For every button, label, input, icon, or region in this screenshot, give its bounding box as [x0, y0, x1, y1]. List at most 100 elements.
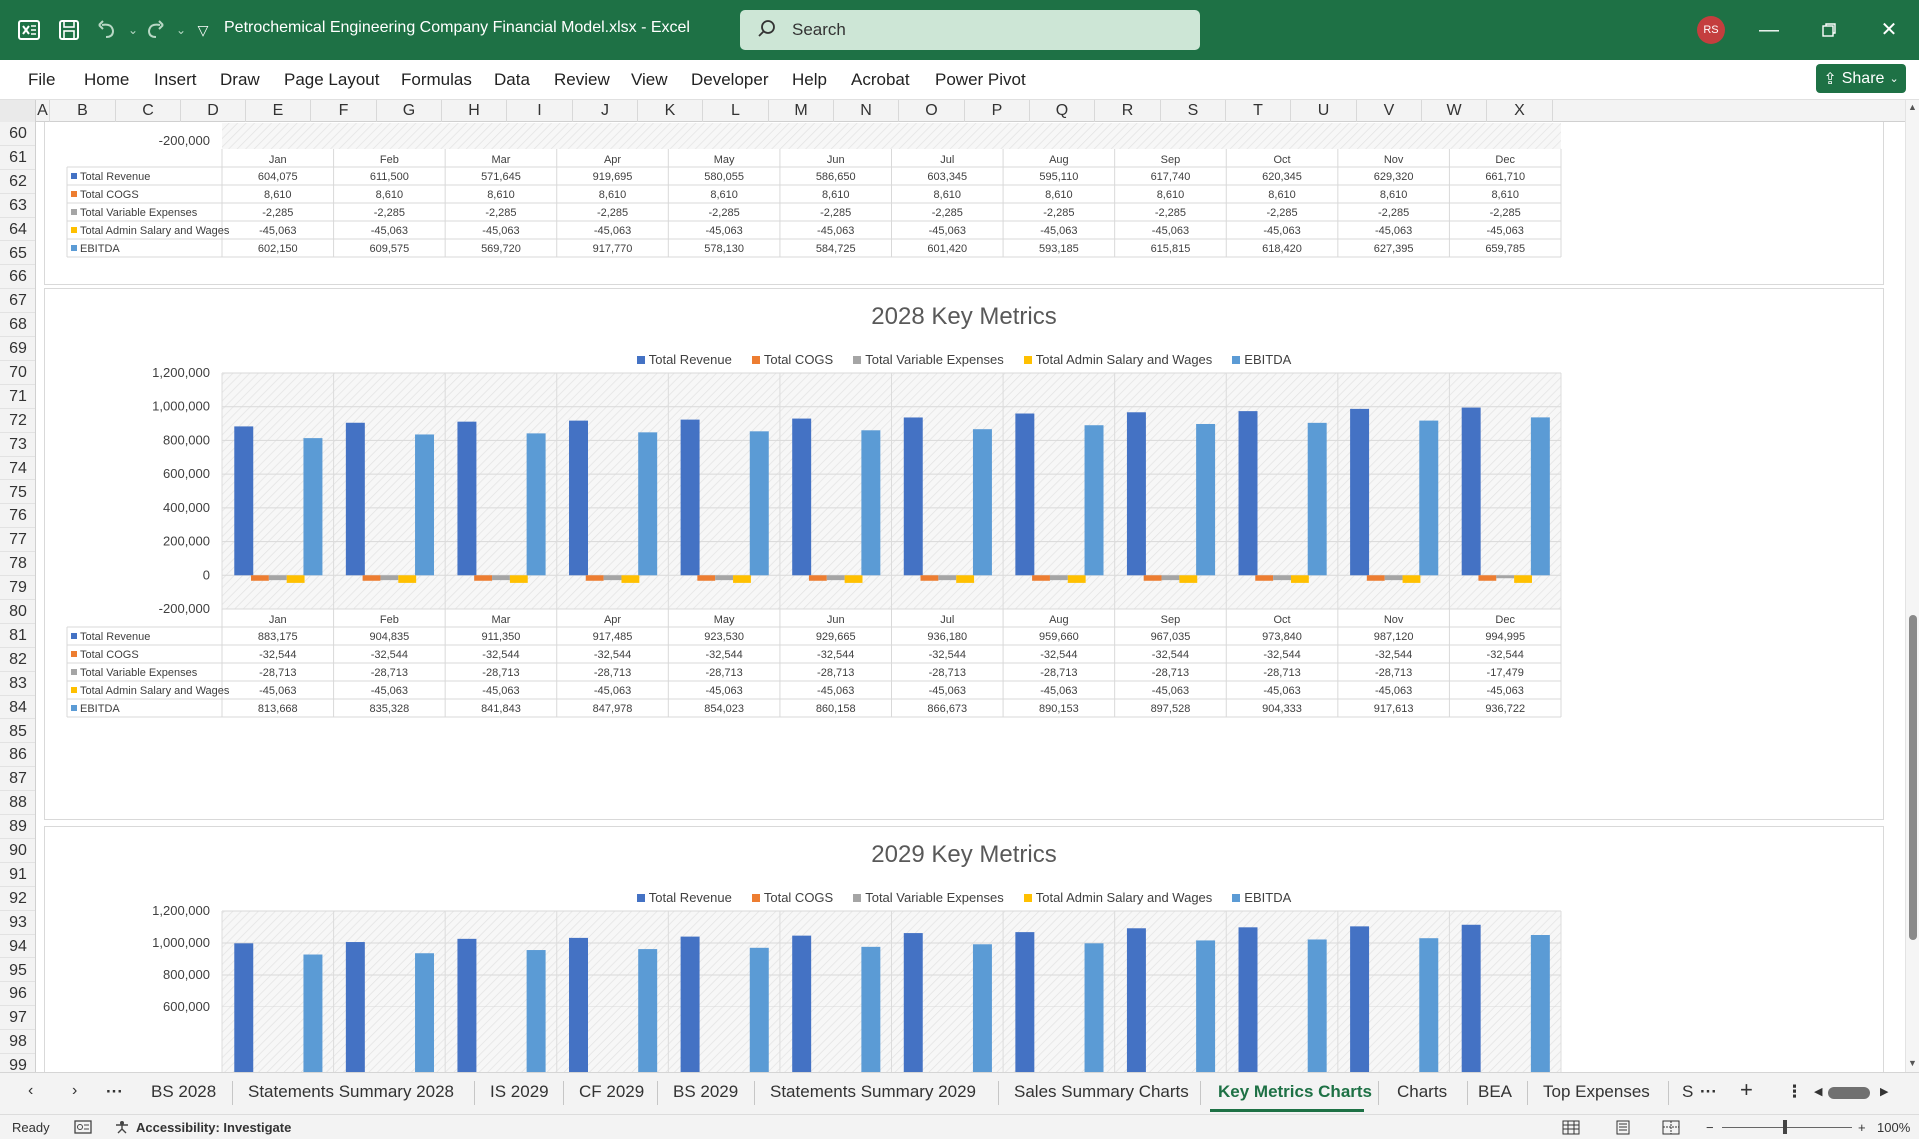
row-header-69[interactable]: 69 — [0, 337, 35, 361]
row-header-80[interactable]: 80 — [0, 600, 35, 624]
vertical-scrollbar[interactable]: ▲ ▼ — [1905, 100, 1919, 1072]
column-header-o[interactable]: O — [899, 100, 965, 122]
accessibility-status[interactable]: Accessibility: Investigate — [136, 1120, 292, 1135]
column-header-r[interactable]: R — [1095, 100, 1161, 122]
column-header-p[interactable]: P — [965, 100, 1030, 122]
row-header-65[interactable]: 65 — [0, 242, 35, 266]
scroll-up-icon[interactable]: ▲ — [1908, 102, 1917, 112]
column-header-k[interactable]: K — [638, 100, 703, 122]
column-header-u[interactable]: U — [1291, 100, 1357, 122]
row-header-81[interactable]: 81 — [0, 624, 35, 648]
row-header-71[interactable]: 71 — [0, 385, 35, 409]
column-header-t[interactable]: T — [1226, 100, 1291, 122]
column-header-m[interactable]: M — [769, 100, 834, 122]
hscroll-left-icon[interactable]: ◀ — [1814, 1086, 1823, 1098]
customize-toolbar-icon[interactable]: ▽ — [197, 21, 209, 38]
macro-recorder-icon[interactable] — [74, 1120, 92, 1137]
menu-draw[interactable]: Draw — [220, 70, 260, 89]
more-sheets-icon[interactable]: ··· — [1700, 1082, 1717, 1101]
column-header-l[interactable]: L — [703, 100, 769, 122]
tab-top-expenses[interactable]: Top Expenses — [1543, 1082, 1650, 1101]
row-header-64[interactable]: 64 — [0, 218, 35, 242]
row-header-67[interactable]: 67 — [0, 289, 35, 314]
tab-scroll-left-icon[interactable]: ‹ — [28, 1082, 34, 1099]
menu-developer[interactable]: Developer — [691, 70, 769, 89]
tab-statements-summary-2029[interactable]: Statements Summary 2029 — [770, 1082, 976, 1101]
chart-2028-key-metrics[interactable]: 2028 Key Metrics Total Revenue Total COGS… — [44, 288, 1884, 820]
row-header-79[interactable]: 79 — [0, 576, 35, 600]
row-header-60[interactable]: 60 — [0, 122, 35, 146]
tab-bs-2029[interactable]: BS 2029 — [673, 1082, 739, 1101]
row-header-92[interactable]: 92 — [0, 887, 35, 911]
row-header-76[interactable]: 76 — [0, 504, 35, 529]
column-header-s[interactable]: S — [1161, 100, 1226, 122]
zoom-level[interactable]: 100% — [1877, 1120, 1911, 1135]
row-header-85[interactable]: 85 — [0, 720, 35, 744]
horizontal-scrollbar-thumb[interactable] — [1828, 1087, 1870, 1099]
menu-acrobat[interactable]: Acrobat — [851, 70, 910, 89]
column-header-f[interactable]: F — [311, 100, 377, 122]
column-header-h[interactable]: H — [442, 100, 507, 122]
row-header-94[interactable]: 94 — [0, 935, 35, 959]
tab-bea[interactable]: BEA — [1478, 1082, 1513, 1101]
menu-view[interactable]: View — [631, 70, 668, 89]
search-box[interactable]: Search — [740, 10, 1200, 50]
row-header-61[interactable]: 61 — [0, 146, 35, 170]
tab-key-metrics-charts[interactable]: Key Metrics Charts — [1218, 1082, 1373, 1101]
row-header-95[interactable]: 95 — [0, 959, 35, 983]
column-header-x[interactable]: X — [1487, 100, 1553, 122]
undo-icon[interactable] — [92, 15, 122, 45]
row-header-68[interactable]: 68 — [0, 313, 35, 338]
row-header-97[interactable]: 97 — [0, 1006, 35, 1031]
row-header-77[interactable]: 77 — [0, 528, 35, 553]
column-header-c[interactable]: C — [116, 100, 181, 122]
menu-file[interactable]: File — [28, 70, 56, 89]
menu-home[interactable]: Home — [84, 70, 130, 89]
redo-icon[interactable] — [140, 15, 170, 45]
row-header-78[interactable]: 78 — [0, 552, 35, 577]
row-header-70[interactable]: 70 — [0, 361, 35, 385]
column-header-g[interactable]: G — [377, 100, 442, 122]
column-header-w[interactable]: W — [1422, 100, 1487, 122]
row-header-86[interactable]: 86 — [0, 743, 35, 768]
close-icon[interactable]: ✕ — [1880, 19, 1898, 41]
row-header-72[interactable]: 72 — [0, 409, 35, 433]
scrollbar-thumb[interactable] — [1909, 615, 1917, 940]
row-header-99[interactable]: 99 — [0, 1054, 35, 1072]
row-header-96[interactable]: 96 — [0, 982, 35, 1007]
row-header-62[interactable]: 62 — [0, 170, 35, 194]
row-header-98[interactable]: 98 — [0, 1030, 35, 1055]
page-layout-view-icon[interactable] — [1614, 1120, 1632, 1138]
column-header-q[interactable]: Q — [1030, 100, 1095, 122]
menu-data[interactable]: Data — [494, 70, 530, 89]
row-header-83[interactable]: 83 — [0, 672, 35, 696]
more-tabs-icon[interactable]: ··· — [106, 1082, 123, 1101]
restore-icon[interactable] — [1814, 15, 1844, 45]
row-header-66[interactable]: 66 — [0, 265, 35, 290]
normal-view-icon[interactable] — [1562, 1120, 1580, 1138]
row-header-63[interactable]: 63 — [0, 194, 35, 218]
column-header-n[interactable]: N — [834, 100, 899, 122]
menu-power-pivot[interactable]: Power Pivot — [935, 70, 1026, 89]
tab-sales-summary-charts[interactable]: Sales Summary Charts — [1014, 1082, 1189, 1101]
page-break-view-icon[interactable] — [1662, 1120, 1680, 1138]
row-header-90[interactable]: 90 — [0, 839, 35, 863]
menu-formulas[interactable]: Formulas — [401, 70, 472, 89]
accessibility-icon[interactable] — [114, 1120, 130, 1137]
select-all-corner[interactable] — [0, 100, 36, 122]
undo-dropdown-icon[interactable]: ⌄ — [127, 23, 139, 37]
row-header-89[interactable]: 89 — [0, 815, 35, 839]
tab-is-2029[interactable]: IS 2029 — [490, 1082, 549, 1101]
menu-insert[interactable]: Insert — [154, 70, 197, 89]
worksheet[interactable]: -200,000 Jan Feb Mar Apr May Jun Jul Aug Sep Oct No… — [36, 122, 1905, 1072]
tab-scroll-right-icon[interactable]: › — [72, 1082, 78, 1099]
save-icon[interactable] — [54, 15, 84, 45]
hscroll-right-icon[interactable]: ▶ — [1880, 1086, 1889, 1098]
minimize-icon[interactable]: — — [1759, 19, 1779, 41]
column-header-i[interactable]: I — [507, 100, 573, 122]
zoom-slider-thumb[interactable] — [1783, 1120, 1787, 1134]
row-header-91[interactable]: 91 — [0, 863, 35, 887]
row-header-93[interactable]: 93 — [0, 911, 35, 935]
tab-cf-2029[interactable]: CF 2029 — [579, 1082, 645, 1101]
tab-truncated[interactable]: S — [1682, 1082, 1694, 1101]
